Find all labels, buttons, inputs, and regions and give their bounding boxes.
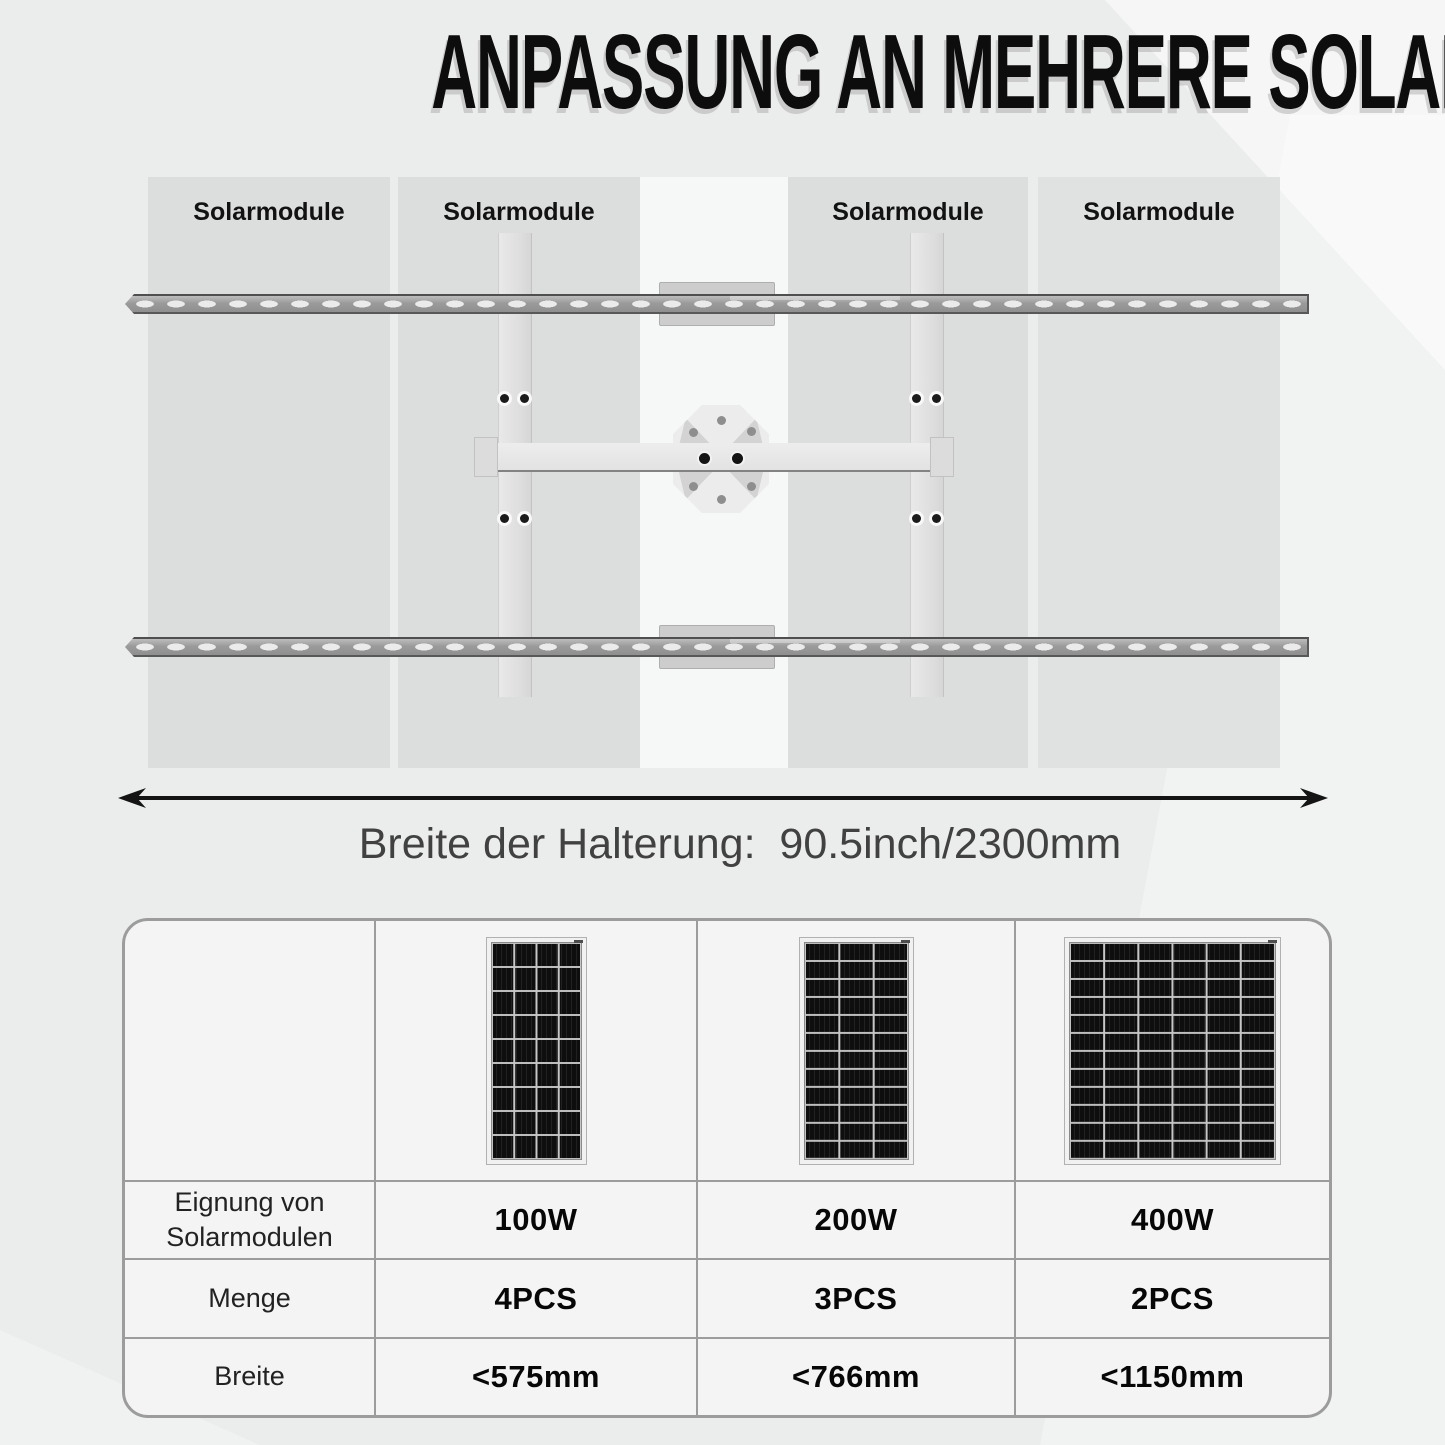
- power-value: 400W: [1131, 1202, 1214, 1237]
- solar-panel-image-200w: [798, 936, 914, 1165]
- rail-overlap-highlight: [730, 639, 900, 643]
- page-title: ANPASSUNG AN MEHRERE SOLARZELLEN: [431, 13, 1445, 131]
- rail-overlap-highlight: [730, 296, 900, 300]
- rivet: [500, 514, 509, 523]
- solar-cell-grid: [490, 941, 582, 1160]
- width-value: <1150mm: [1100, 1359, 1245, 1394]
- rivet: [932, 514, 941, 523]
- power-value: 100W: [494, 1202, 578, 1237]
- crossbar-end-cap: [474, 437, 498, 477]
- rivet: [520, 514, 529, 523]
- row-header-suitability: Eignung von Solarmodulen: [125, 1180, 374, 1258]
- solar-module-panel: Solarmodule: [788, 177, 1028, 768]
- rivet: [912, 514, 921, 523]
- solar-module-label: Solarmodule: [1083, 198, 1235, 226]
- solar-cell-grid: [803, 941, 909, 1160]
- width-value: <575mm: [472, 1359, 600, 1394]
- crossbar-end-cap: [930, 437, 954, 477]
- cell-power-200w: 200W: [696, 1180, 1014, 1258]
- solar-module-label: Solarmodule: [193, 198, 345, 226]
- cell-power-100w: 100W: [374, 1180, 696, 1258]
- power-value: 200W: [814, 1202, 898, 1237]
- crossbar-edge: [474, 470, 954, 472]
- table-cell-panel-100w: [374, 921, 696, 1180]
- solar-module-label: Solarmodule: [832, 198, 984, 226]
- hub-hole: [717, 416, 726, 425]
- rivet: [912, 394, 921, 403]
- solar-module-panel: Solarmodule: [1038, 177, 1280, 768]
- cell-width-100w: <575mm: [374, 1337, 696, 1415]
- mounting-rail-top: [125, 294, 1309, 314]
- quantity-value: 4PCS: [494, 1280, 578, 1316]
- center-bolt: [732, 453, 743, 464]
- solar-panel-image-100w: [485, 936, 587, 1165]
- table-cell-empty: [125, 921, 374, 1180]
- row-header-label: Eignung von Solarmodulen: [166, 1186, 333, 1252]
- dimension-label: Breite der Halterung: 90.5inch/2300mm: [358, 820, 1122, 868]
- hub-hole: [717, 495, 726, 504]
- rivet: [500, 394, 509, 403]
- row-header-width: Breite: [125, 1337, 374, 1415]
- table-cell-panel-200w: [696, 921, 1014, 1180]
- quantity-value: 3PCS: [814, 1280, 898, 1316]
- cell-width-200w: <766mm: [696, 1337, 1014, 1415]
- solar-cell-grid: [1069, 941, 1276, 1160]
- rivet: [520, 394, 529, 403]
- hub-hole: [689, 482, 698, 491]
- row-header-label: Menge: [208, 1282, 291, 1313]
- solar-module-panel: Solarmodule: [148, 177, 390, 768]
- hub-hole: [747, 482, 756, 491]
- solar-module-label: Solarmodule: [443, 198, 595, 226]
- cell-power-400w: 400W: [1014, 1180, 1329, 1258]
- crossbar: [474, 443, 954, 471]
- cell-width-400w: <1150mm: [1014, 1337, 1329, 1415]
- page-title-wrap: ANPASSUNG AN MEHRERE SOLARZELLEN: [0, 16, 1445, 128]
- row-header-label: Breite: [214, 1361, 285, 1392]
- rivet: [932, 394, 941, 403]
- mounting-rail-bottom: [125, 637, 1309, 657]
- hub-hole: [689, 428, 698, 437]
- dimension-arrow: [118, 788, 1328, 808]
- cell-qty-400w: 2PCS: [1014, 1258, 1329, 1337]
- cell-qty-100w: 4PCS: [374, 1258, 696, 1337]
- hub-hole: [747, 427, 756, 436]
- center-bolt: [699, 453, 710, 464]
- solar-panel-image-400w: [1064, 936, 1281, 1165]
- cell-qty-200w: 3PCS: [696, 1258, 1014, 1337]
- row-header-quantity: Menge: [125, 1258, 374, 1337]
- quantity-value: 2PCS: [1131, 1280, 1214, 1316]
- table-cell-panel-400w: [1014, 921, 1329, 1180]
- spec-table: Eignung von Solarmodulen 100W 200W 400W …: [122, 918, 1332, 1418]
- width-value: <766mm: [792, 1359, 920, 1394]
